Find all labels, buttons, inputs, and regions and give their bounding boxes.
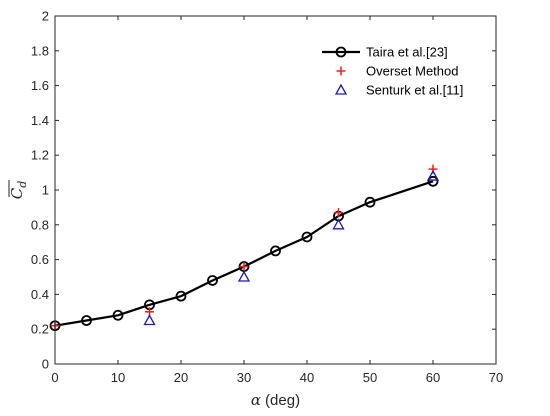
x-axis-label: α (deg) [251, 391, 300, 409]
y-tick-label: 1.4 [31, 113, 49, 128]
y-tick-label: 0.2 [31, 322, 49, 337]
y-tick-label: 1.6 [31, 78, 49, 93]
legend-marker [334, 83, 348, 95]
y-tick-label: 1 [42, 183, 49, 198]
y-tick-label: 1.8 [31, 43, 49, 58]
y-tick-label: 0.4 [31, 287, 49, 302]
data-point [207, 275, 218, 286]
data-point [175, 290, 187, 302]
y-axis-label-sub: d [16, 181, 29, 188]
data-point [237, 270, 251, 282]
plot-frame [54, 15, 497, 365]
data-point [270, 245, 281, 257]
data-point [364, 196, 376, 208]
y-tick-label: 0.8 [31, 217, 49, 232]
legend-item: Taira et al.[23] [322, 45, 448, 60]
legend-marker [335, 46, 347, 58]
y-axis-label: Cd [8, 180, 29, 199]
data-point [239, 262, 249, 272]
x-tick-label: 30 [237, 370, 251, 385]
x-tick-label: 0 [51, 370, 58, 385]
x-tick-label: 40 [300, 370, 314, 385]
x-axis-label-symbol: α [251, 391, 261, 409]
legend-marker [336, 66, 346, 76]
y-tick-label: 1.2 [31, 148, 49, 163]
y-tick-label: 2 [42, 9, 49, 24]
legend-item: Overset Method [336, 64, 459, 79]
data-point [427, 175, 439, 187]
x-tick-label: 10 [111, 370, 125, 385]
legend-label: Senturk et al.[11] [366, 83, 463, 98]
axis-ticks: 0 10 20 30 40 50 60 70 0 0.2 0.4 0.6 0.8 1 1.2 1.4 1.6 1.… [31, 9, 503, 386]
x-tick-label: 60 [426, 370, 440, 385]
x-tick-label: 20 [174, 370, 188, 385]
y-tick-label: 0 [42, 357, 49, 372]
y-axis-label-base: C [8, 187, 26, 199]
data-point [332, 218, 345, 230]
data-point [81, 315, 92, 326]
legend-label: Taira et al.[23] [366, 45, 448, 60]
data-point [143, 314, 156, 326]
legend-item: Senturk et al.[11] [334, 83, 463, 98]
series-layer [49, 164, 440, 332]
data-point [426, 169, 440, 181]
data-point [112, 309, 124, 321]
legend: Taira et al.[23] Overset Method Senturk et… [316, 40, 466, 110]
series-2-points [143, 169, 440, 326]
x-axis-label-unit: (deg) [265, 392, 300, 409]
data-point [334, 208, 343, 218]
x-tick-label: 50 [363, 370, 377, 385]
y-tick-label: 0.6 [31, 252, 49, 267]
x-tick-label: 70 [489, 370, 503, 385]
svg-text:Cd: Cd [8, 181, 29, 200]
data-point [301, 231, 313, 243]
legend-label: Overset Method [366, 64, 459, 79]
